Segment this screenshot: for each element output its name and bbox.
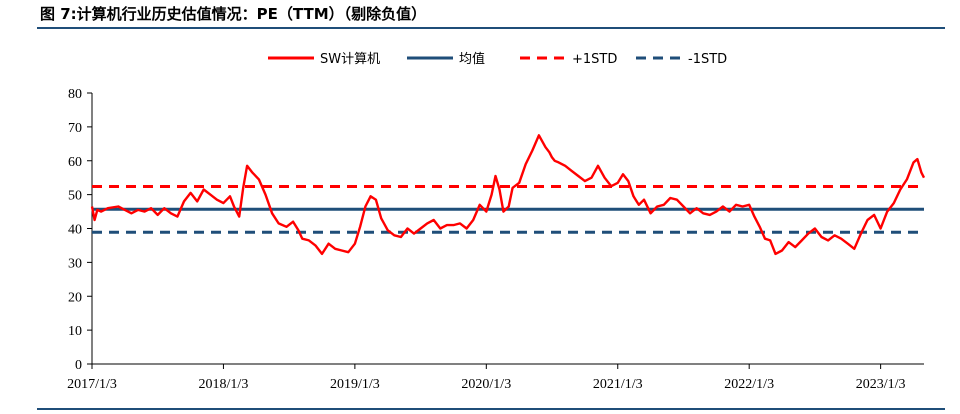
y-tick-label: 20 [68,290,82,305]
y-tick-label: 70 [68,121,82,136]
x-tick-label: 2023/1/3 [856,377,906,392]
x-tick-label: 2017/1/3 [67,377,117,392]
top-rule [37,27,945,29]
figure-title: 图 7:计算机行业历史估值情况：PE（TTM）（剔除负值） [40,5,427,23]
y-tick-label: 60 [68,155,82,170]
y-tick-label: 50 [68,189,82,204]
x-tick-label: 2020/1/3 [461,377,511,392]
y-tick-label: 30 [68,256,82,271]
legend-label: 均值 [459,51,485,67]
bottom-rule [37,408,945,410]
reference-lines [92,184,924,234]
y-tick-label: 0 [75,358,82,373]
x-tick-label: 2018/1/3 [199,377,249,392]
legend-label: -1STD [688,52,727,67]
axes: 0 10 20 30 40 50 60 70 80 2017/1/3 2018/1/3 2019/1/… [67,87,924,392]
x-tick-label: 2021/1/3 [593,377,643,392]
y-tick-label: 40 [68,223,82,238]
legend: SW计算机 均值 +1STD -1STD [268,51,727,67]
legend-label: +1STD [572,52,617,67]
series-group [90,134,926,256]
y-tick-label: 10 [68,324,82,339]
pe-series-line [90,134,926,256]
x-tick-label: 2022/1/3 [724,377,774,392]
legend-label: SW计算机 [320,52,380,67]
y-tick-label: 80 [68,87,82,102]
x-tick-label: 2019/1/3 [330,377,380,392]
